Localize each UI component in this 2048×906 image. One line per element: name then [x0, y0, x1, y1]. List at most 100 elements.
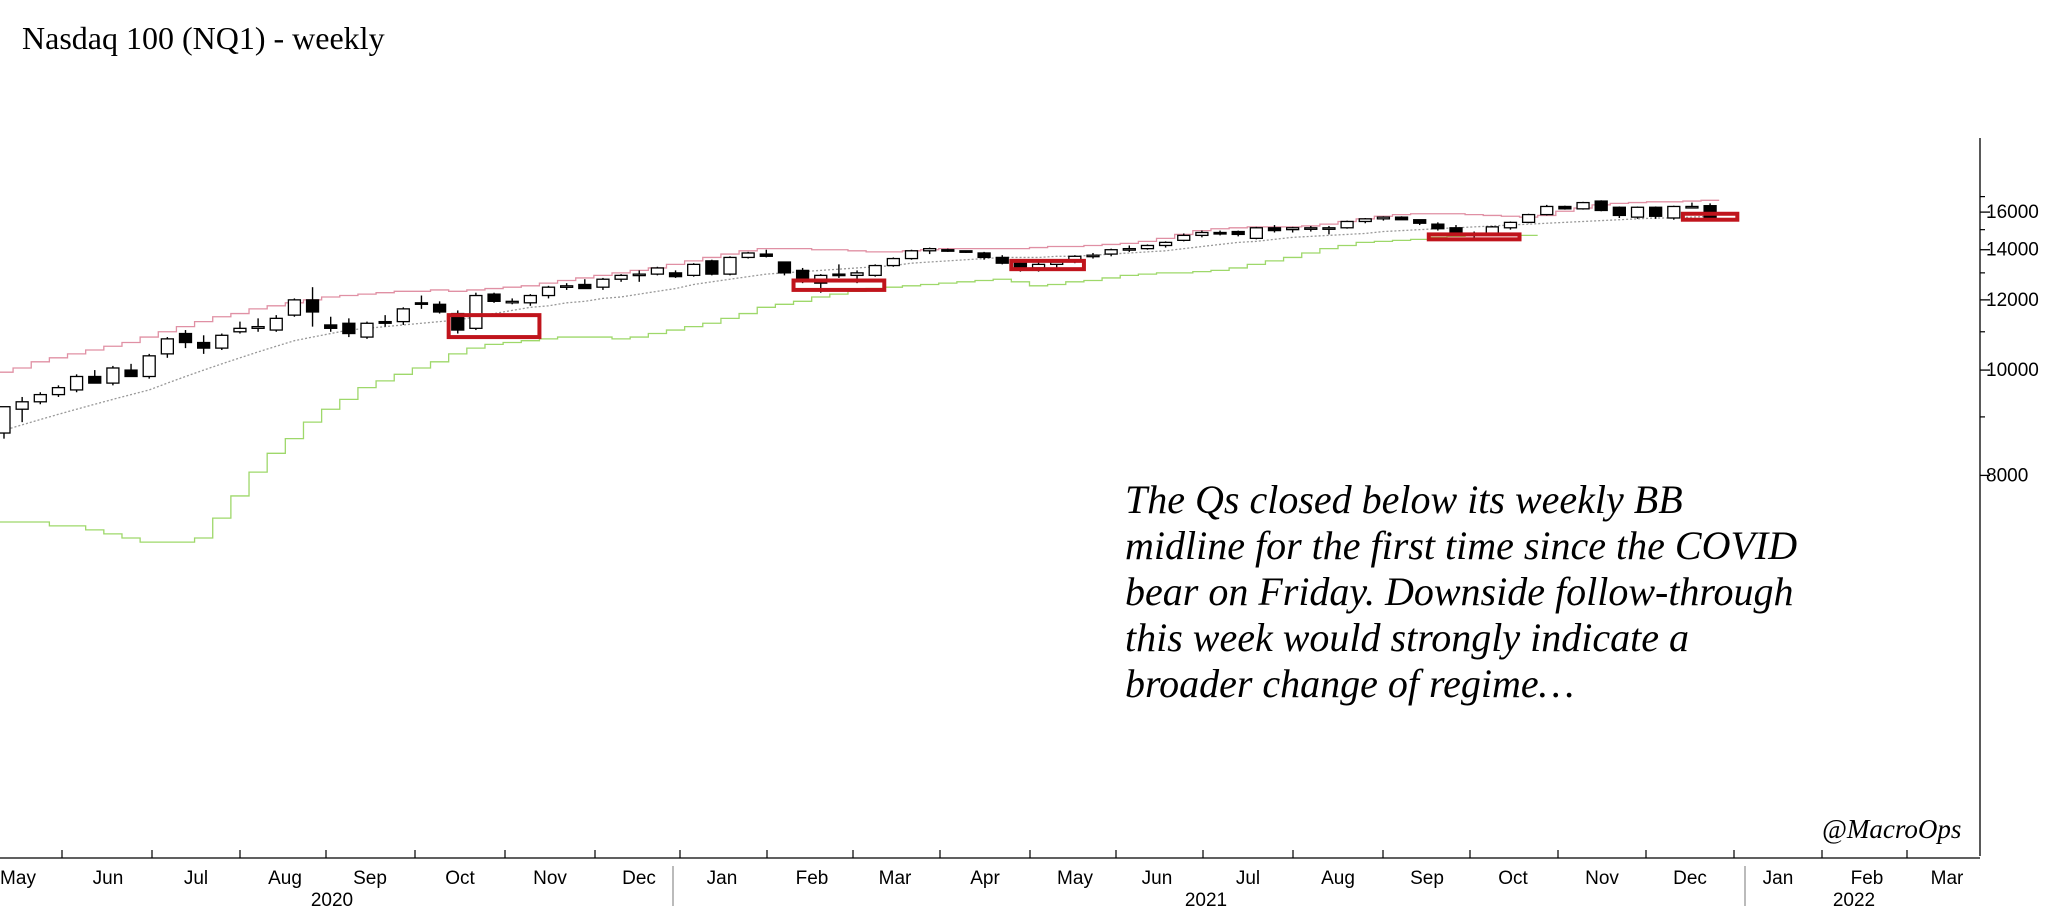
candle	[1122, 245, 1136, 252]
year-label: 2022	[1833, 890, 1875, 906]
candle-body-up	[51, 386, 66, 396]
highlight-box	[1009, 258, 1086, 272]
candle-body-down	[88, 375, 102, 384]
candle	[741, 251, 755, 259]
candle-body-down	[1431, 223, 1445, 230]
candle	[723, 256, 737, 276]
candle-body-down	[487, 293, 501, 302]
candle	[69, 374, 84, 393]
candle	[378, 315, 392, 327]
candle	[1558, 205, 1572, 210]
x-tick-label: May	[1057, 868, 1093, 889]
candle-body-up	[596, 278, 610, 288]
candle-body-up	[15, 401, 29, 410]
candle-body-up	[1521, 213, 1536, 224]
candle-body-down	[705, 260, 719, 275]
candle-body-down	[959, 250, 973, 253]
candle-body-up	[1158, 241, 1173, 247]
candle	[414, 295, 429, 309]
y-axis: 8000 10000 12000 14000 16000	[1979, 138, 2039, 856]
candle	[196, 335, 211, 354]
candle-body-up	[1376, 216, 1391, 220]
candle-body-down	[1649, 206, 1663, 217]
candle	[541, 285, 556, 299]
x-tick-label: Oct	[445, 868, 475, 889]
candle-body-down	[305, 299, 320, 313]
candle-body-up	[904, 250, 919, 260]
candle-body-up	[868, 264, 882, 277]
candle-body-up	[215, 334, 229, 349]
y-tick-label: 10000	[1986, 360, 2039, 381]
candle	[142, 353, 156, 379]
lower-band-line	[0, 234, 1538, 543]
candle-body-up	[142, 355, 156, 378]
y-tick-label: 14000	[1986, 240, 2039, 261]
candle	[1594, 200, 1608, 212]
candle	[124, 363, 138, 378]
candle	[1703, 203, 1717, 220]
candle	[1649, 206, 1663, 219]
candle	[0, 406, 11, 439]
candle	[1503, 221, 1518, 230]
annotation-line: The Qs closed below its weekly BB	[1125, 477, 1683, 522]
candle	[305, 287, 320, 327]
candle-body-up	[1104, 249, 1118, 255]
candle-body-up	[1122, 247, 1136, 251]
x-tick-label: Jun	[93, 868, 124, 889]
candle	[1358, 217, 1372, 224]
candle-body-up	[1177, 234, 1191, 241]
candle-body-down	[196, 341, 211, 349]
highlight-box	[1680, 211, 1740, 222]
candle-body-up	[1086, 254, 1100, 258]
candle-body-up	[33, 393, 47, 403]
candle-body-up	[1540, 205, 1554, 216]
x-tick-label: Dec	[622, 868, 656, 889]
candle-body-up	[1685, 205, 1699, 209]
candle	[1685, 202, 1699, 209]
candle	[759, 249, 773, 258]
candle	[1267, 225, 1282, 233]
candle	[1177, 233, 1191, 242]
upper-bollinger-band	[0, 199, 1720, 373]
candle	[1376, 216, 1391, 221]
x-tick-label: Jan	[707, 868, 738, 889]
candle	[51, 385, 66, 397]
x-axis: May Jun Jul Aug Sep Oct Nov Dec Jan Feb Mar Apr May J…	[0, 850, 1980, 906]
candle	[668, 270, 683, 278]
candle	[505, 298, 519, 305]
candle	[977, 251, 991, 260]
candle	[269, 315, 283, 332]
candle	[342, 318, 356, 338]
candle-body-up	[1322, 227, 1336, 230]
candle-body-down	[432, 303, 447, 313]
candle-body-down	[941, 249, 955, 252]
x-tick-label: Feb	[1851, 868, 1884, 889]
candle	[1413, 219, 1427, 226]
highlight-box	[446, 313, 542, 340]
candle-body-up	[614, 274, 628, 280]
candle-body-up	[687, 263, 701, 277]
x-tick-label: Dec	[1673, 868, 1707, 889]
candle-body-down	[342, 322, 356, 335]
x-tick-label: Mar	[1931, 868, 1964, 889]
candle-body-down	[324, 324, 338, 329]
y-tick-label: 8000	[1986, 465, 2028, 486]
candle	[233, 321, 247, 334]
candle-body-down	[578, 283, 592, 290]
candle	[324, 316, 338, 332]
candle-body-up	[1340, 220, 1354, 229]
candle	[1521, 213, 1536, 224]
candle-body-up	[723, 256, 737, 275]
candle	[1086, 252, 1100, 259]
candle-body-up	[1195, 231, 1209, 237]
candle	[469, 292, 483, 331]
x-tick-label: Jan	[1763, 868, 1794, 889]
candle	[1612, 206, 1626, 218]
candle	[106, 365, 120, 386]
candle	[251, 318, 265, 332]
x-tick-label: Jun	[1142, 868, 1173, 889]
candle-body-down	[1213, 231, 1227, 235]
x-tick-label: Aug	[268, 868, 302, 889]
candle	[1158, 241, 1173, 248]
candle-body-down	[1231, 230, 1245, 236]
